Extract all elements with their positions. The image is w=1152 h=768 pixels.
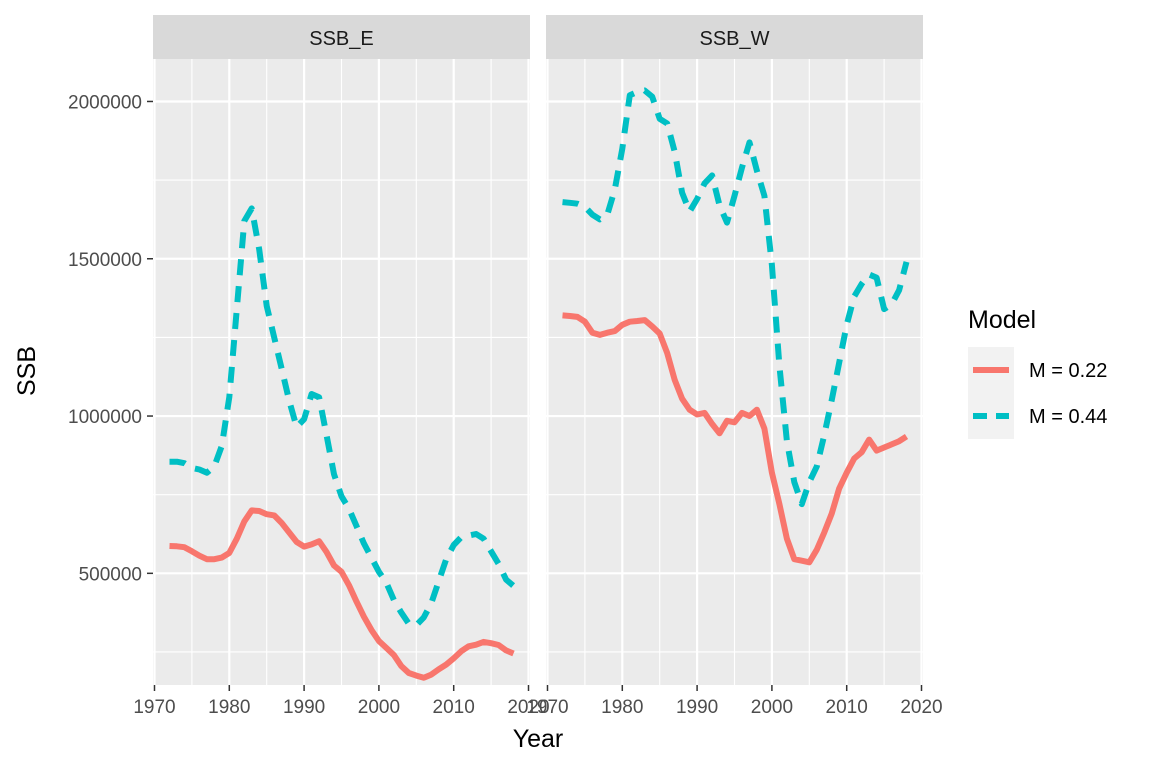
strip-background: [546, 15, 923, 59]
series-line-m022: [562, 312, 909, 566]
y-tick-label: 1500000: [68, 250, 142, 271]
x-axis-ssb-e: 1970 1980 1990 2000 2010 2020: [133, 685, 550, 718]
series-line-m044: [562, 87, 910, 508]
strip-label: SSB_W: [699, 28, 769, 50]
legend: Model M = 0.22 M = 0.44: [968, 306, 1107, 439]
series-line-m044: [169, 205, 516, 629]
panel-ssb-w: SSB_W: [546, 15, 923, 685]
x-tick-label: 2010: [433, 697, 475, 718]
x-tick-label: 1990: [676, 697, 718, 718]
legend-label: M = 0.22: [1029, 360, 1107, 382]
x-tick-label: 2000: [358, 697, 400, 718]
legend-label: M = 0.44: [1029, 406, 1107, 428]
x-tick-label: 1970: [133, 697, 175, 718]
strip-label: SSB_E: [309, 28, 373, 50]
x-tick-label: 1970: [526, 697, 568, 718]
x-axis-title: Year: [513, 725, 564, 753]
y-tick-label: 2000000: [68, 92, 142, 113]
strip-background: [153, 15, 530, 59]
x-axis-ssb-w: 1970 1980 1990 2000 2010 2020: [526, 685, 943, 718]
panel-ssb-e: SSB_E: [153, 15, 530, 685]
x-tick-label: 2010: [826, 697, 868, 718]
x-tick-label: 2020: [507, 697, 549, 718]
series-line-m022: [169, 507, 515, 681]
x-tick-label: 2020: [900, 697, 942, 718]
panels-group: SSB_E SSB_W: [153, 15, 923, 685]
y-axis: 500000 1000000 1500000 2000000: [68, 92, 153, 585]
x-tick-label: 1990: [283, 697, 325, 718]
y-tick-label: 1000000: [68, 407, 142, 428]
legend-title: Model: [968, 306, 1036, 334]
y-tick-label: 500000: [79, 564, 142, 585]
x-tick-label: 1980: [601, 697, 643, 718]
x-tick-label: 1980: [208, 697, 250, 718]
y-axis-title: SSB: [13, 346, 41, 396]
x-tick-label: 2000: [751, 697, 793, 718]
